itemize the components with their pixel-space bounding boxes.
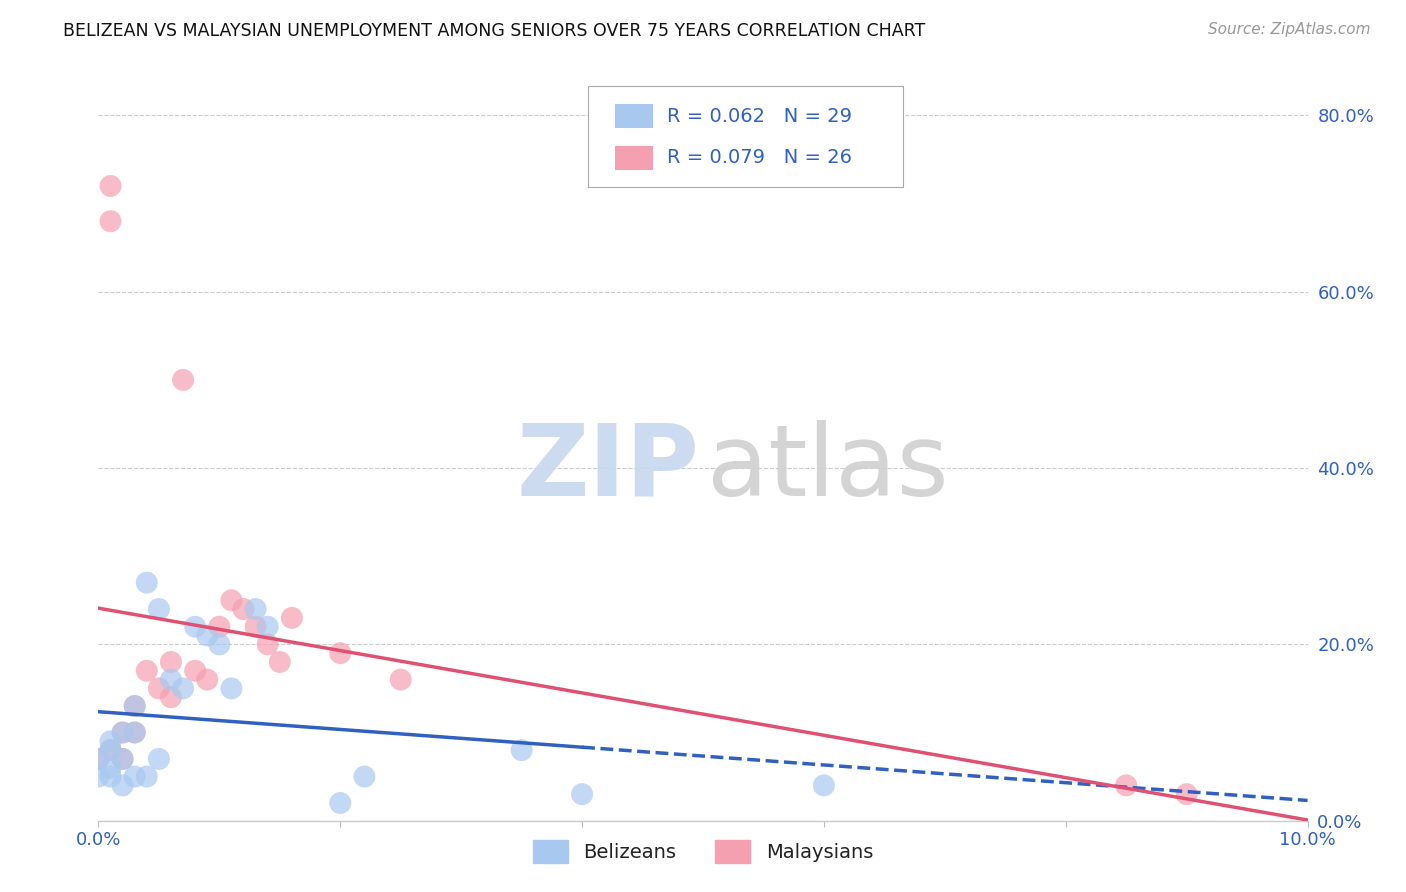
Point (160, 673, 183, 687)
Point (160, 655, 183, 669)
Point (389, 673, 412, 687)
Text: atlas: atlas (707, 420, 948, 517)
Point (148, 681, 170, 696)
FancyBboxPatch shape (614, 104, 654, 128)
Point (148, 602, 170, 616)
Point (813, 778, 835, 792)
Point (87, 770, 110, 784)
Point (1115, 778, 1137, 792)
Point (510, 743, 533, 757)
Point (124, 725, 146, 739)
Text: R = 0.062   N = 29: R = 0.062 N = 29 (666, 107, 852, 126)
Point (353, 770, 375, 784)
Point (111, 752, 134, 766)
Point (208, 637, 231, 651)
Point (124, 699, 146, 714)
Text: BELIZEAN VS MALAYSIAN UNEMPLOYMENT AMONG SENIORS OVER 75 YEARS CORRELATION CHART: BELIZEAN VS MALAYSIAN UNEMPLOYMENT AMONG… (63, 22, 925, 40)
Point (87, 752, 110, 766)
Point (100, 761, 122, 775)
Point (124, 699, 146, 714)
Point (111, 725, 134, 739)
Point (111, 778, 134, 792)
Point (111, 752, 134, 766)
Point (269, 655, 291, 669)
Point (100, 770, 122, 784)
Point (221, 681, 243, 696)
FancyBboxPatch shape (614, 145, 654, 169)
Point (100, 743, 122, 757)
Point (100, 214, 122, 228)
Point (172, 373, 194, 387)
Point (232, 602, 254, 616)
Point (100, 743, 122, 757)
Point (87, 752, 110, 766)
Point (100, 734, 122, 748)
Point (135, 770, 157, 784)
Text: Source: ZipAtlas.com: Source: ZipAtlas.com (1208, 22, 1371, 37)
Point (281, 611, 304, 625)
Point (111, 725, 134, 739)
Point (221, 593, 243, 607)
Point (329, 796, 352, 810)
Point (195, 673, 218, 687)
Point (160, 690, 183, 705)
Legend: Belizeans, Malaysians: Belizeans, Malaysians (533, 839, 873, 863)
Point (245, 620, 267, 634)
Point (208, 620, 231, 634)
Point (135, 575, 157, 590)
Point (195, 628, 218, 642)
Point (1175, 787, 1198, 801)
Point (100, 178, 122, 193)
Point (245, 602, 267, 616)
Point (172, 681, 194, 696)
Point (184, 620, 207, 634)
Point (329, 646, 352, 660)
Point (124, 770, 146, 784)
Point (135, 664, 157, 678)
Point (571, 787, 593, 801)
Point (148, 752, 170, 766)
Point (256, 620, 278, 634)
FancyBboxPatch shape (588, 87, 903, 187)
Point (256, 637, 278, 651)
Point (124, 725, 146, 739)
Text: R = 0.079   N = 26: R = 0.079 N = 26 (666, 148, 852, 167)
Text: ZIP: ZIP (516, 420, 699, 517)
Point (184, 664, 207, 678)
